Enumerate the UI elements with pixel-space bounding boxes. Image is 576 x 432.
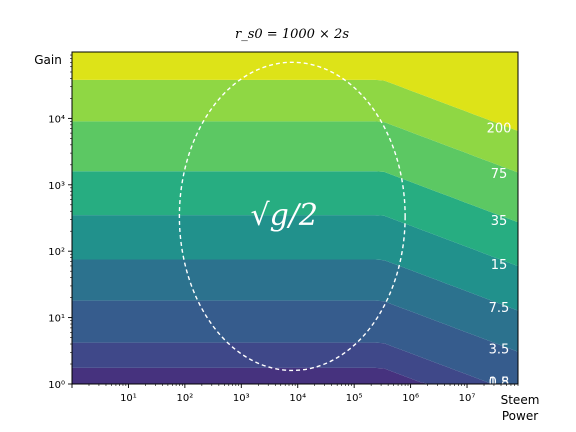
x-tick-label-1: 10² xyxy=(177,393,194,404)
y-tick-label-0: 10⁰ xyxy=(48,380,65,391)
x-tick-label-4: 10⁵ xyxy=(346,393,363,404)
contour-band-3 xyxy=(72,259,518,352)
x-axis-label-line1: Steem xyxy=(501,393,540,407)
y-tick-label-3: 10³ xyxy=(48,181,65,192)
contour-band-1 xyxy=(72,342,518,384)
y-tick-label-2: 10² xyxy=(48,247,65,258)
contour-band-5 xyxy=(72,171,518,267)
x-axis-label-line2: Power xyxy=(502,409,538,423)
level-label-7: 200 xyxy=(487,122,512,137)
level-label-2: 3.5 xyxy=(489,342,510,357)
contour-band-7 xyxy=(72,79,518,173)
x-tick-label-3: 10⁴ xyxy=(289,393,306,404)
contour-band-4 xyxy=(72,215,518,311)
plot-area: 0.81.5 3.5 7.5 15 35 75 200 xyxy=(72,52,518,390)
contour-band-6 xyxy=(72,121,518,223)
center-annotation: √g/2 xyxy=(251,198,319,233)
x-tick-label-6: 10⁷ xyxy=(459,393,476,404)
x-tick-label-0: 10¹ xyxy=(120,393,137,404)
dashed-ellipse xyxy=(178,61,406,372)
x-tick-label-2: 10³ xyxy=(233,393,250,404)
y-axis-label: Gain xyxy=(34,53,62,67)
y-tick-label-4: 10⁴ xyxy=(48,114,65,125)
y-axis: 10⁰ 10¹ 10² 10³ 10⁴ xyxy=(48,54,72,391)
contour-band-8 xyxy=(72,52,518,131)
x-tick-label-5: 10⁶ xyxy=(402,393,419,404)
level-label-5: 35 xyxy=(491,214,508,229)
x-axis: 10¹ 10² 10³ 10⁴ 10⁵ 10⁶ 10⁷ xyxy=(71,384,519,404)
contour-band-2 xyxy=(72,300,518,384)
level-label-3: 7.5 xyxy=(489,301,510,316)
level-label-4: 15 xyxy=(491,258,508,273)
y-tick-label-1: 10¹ xyxy=(48,314,65,325)
level-label-0: 0.8 xyxy=(489,375,510,390)
level-label-6: 75 xyxy=(491,167,508,182)
contour-band-0 xyxy=(72,367,518,384)
level-label-1: 1.5 xyxy=(489,375,510,390)
chart-title: r_s0 = 1000 × 2s xyxy=(235,27,349,42)
